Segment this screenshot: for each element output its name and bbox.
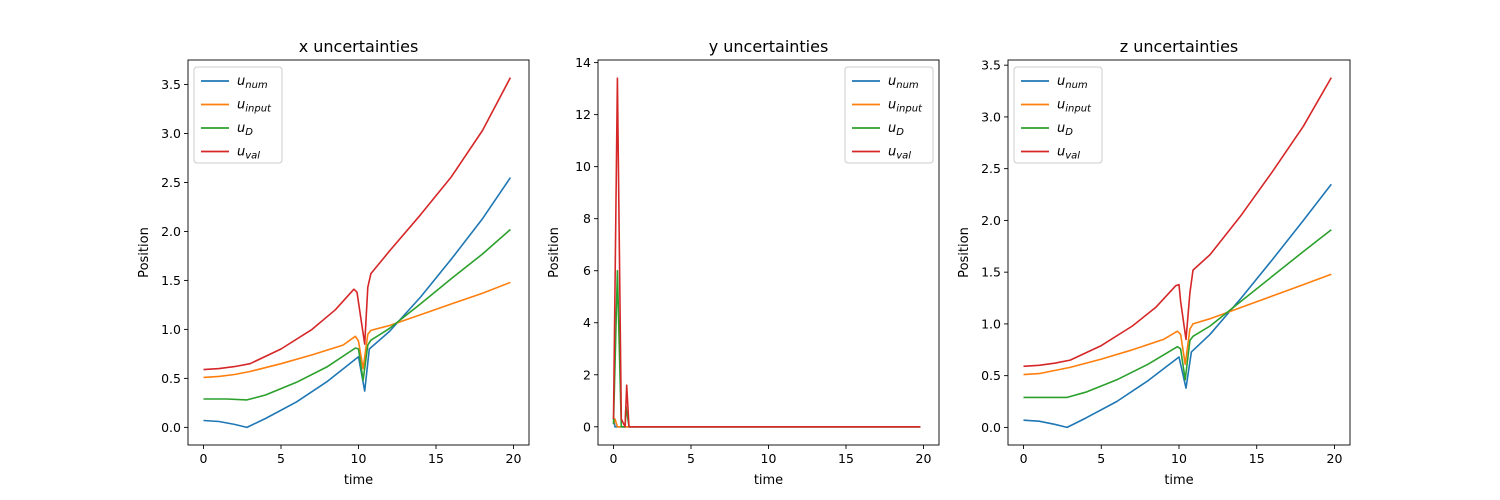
series-line-num — [203, 177, 512, 429]
x-tick-label: 5 — [687, 451, 695, 466]
series-line-val — [612, 77, 921, 428]
y-axis-label: Position — [547, 227, 562, 278]
chart-title: x uncertainties — [299, 37, 419, 56]
y-tick-label: 0.0 — [161, 420, 181, 435]
legend-label-input: uinput — [1057, 98, 1092, 115]
x-tick-label: 15 — [1249, 451, 1265, 466]
legend: unum uinput uD uval — [1013, 66, 1103, 164]
legend-label-val: uval — [888, 145, 911, 162]
chart-panel-2: 0 5 10 15 20 0.0 0.5 1.0 1.5 2.0 2.5 3.0 3.5 z uncert… — [957, 37, 1351, 488]
series-line-D — [1023, 229, 1332, 399]
chart-panel-0: 0 5 10 15 20 0.0 0.5 1.0 1.5 2.0 2.5 3.0 3.5 x uncert… — [137, 37, 530, 488]
x-axis-label: time — [754, 473, 783, 488]
legend-label-num: unum — [888, 74, 919, 91]
legend-label-input: uinput — [888, 98, 923, 115]
series-line-D — [203, 228, 511, 401]
series-line-num — [612, 418, 921, 428]
series-line-input — [203, 281, 511, 379]
x-tick-label: 10 — [351, 451, 367, 466]
x-tick-label: 20 — [916, 451, 932, 466]
legend-label-D: uD — [237, 121, 253, 138]
y-tick-label: 2.5 — [981, 161, 1001, 176]
y-axis-label: Position — [137, 227, 152, 278]
x-tick-label: 10 — [1171, 451, 1187, 466]
x-tick-label: 15 — [838, 451, 854, 466]
y-tick-label: 0.5 — [981, 368, 1001, 383]
series-line-val — [1023, 77, 1332, 368]
y-tick-label: 1.5 — [161, 273, 181, 288]
y-axis-label: Position — [957, 227, 972, 278]
x-axis-label: time — [1164, 473, 1193, 488]
y-tick-label: 1.0 — [981, 316, 1001, 331]
legend: unum uinput uD uval — [193, 66, 283, 164]
y-tick-label: 0.0 — [981, 420, 1001, 435]
y-tick-label: 14 — [575, 55, 591, 70]
legend-label-val: uval — [1057, 145, 1080, 162]
chart-title: y uncertainties — [709, 37, 829, 56]
x-tick-label: 10 — [761, 451, 777, 466]
y-tick-label: 2.0 — [981, 213, 1001, 228]
series-line-input — [1023, 273, 1332, 376]
x-tick-label: 5 — [277, 451, 285, 466]
legend-label-val: uval — [237, 145, 260, 162]
y-tick-label: 2.0 — [161, 224, 181, 239]
y-tick-label: 1.5 — [981, 265, 1001, 280]
y-tick-label: 1.0 — [161, 322, 181, 337]
series-line-val — [203, 77, 512, 371]
x-tick-label: 20 — [506, 451, 522, 466]
x-tick-label: 0 — [1020, 451, 1028, 466]
y-tick-label: 10 — [575, 159, 591, 174]
y-tick-label: 2.5 — [161, 175, 181, 190]
x-tick-label: 20 — [1327, 451, 1343, 466]
y-tick-label: 12 — [575, 107, 591, 122]
y-tick-label: 3.5 — [161, 77, 181, 92]
y-tick-label: 0.5 — [161, 371, 181, 386]
y-tick-label: 3.5 — [981, 58, 1001, 73]
chart-panel-1: 0 5 10 15 20 0 2 4 6 8 10 12 14 y uncertainties time Po… — [547, 37, 940, 488]
legend-box — [844, 66, 934, 164]
x-tick-label: 15 — [428, 451, 444, 466]
legend-box — [1013, 66, 1103, 164]
y-tick-label: 2 — [583, 367, 591, 382]
y-tick-label: 3.0 — [161, 126, 181, 141]
x-tick-label: 0 — [610, 451, 618, 466]
series-line-D — [612, 269, 921, 428]
x-tick-label: 0 — [200, 451, 208, 466]
y-tick-label: 6 — [583, 263, 591, 278]
chart-title: z uncertainties — [1120, 37, 1239, 56]
legend-label-input: uinput — [237, 98, 272, 115]
legend-label-num: unum — [1057, 74, 1088, 91]
legend: unum uinput uD uval — [844, 66, 934, 164]
x-axis-label: time — [344, 473, 373, 488]
y-tick-label: 8 — [583, 211, 591, 226]
series-line-num — [1023, 183, 1332, 429]
legend-box — [193, 66, 283, 164]
y-tick-label: 3.0 — [981, 109, 1001, 124]
y-tick-label: 4 — [583, 315, 591, 330]
series-line-input — [612, 418, 921, 428]
legend-label-D: uD — [1057, 121, 1073, 138]
y-tick-label: 0 — [583, 419, 591, 434]
x-tick-label: 5 — [1097, 451, 1105, 466]
legend-label-num: unum — [237, 74, 268, 91]
legend-label-D: uD — [888, 121, 904, 138]
